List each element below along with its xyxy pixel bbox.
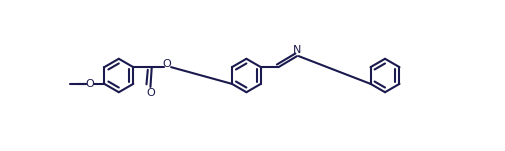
Text: O: O <box>163 59 171 69</box>
Text: O: O <box>86 79 94 89</box>
Text: O: O <box>146 88 155 98</box>
Text: N: N <box>292 45 301 55</box>
